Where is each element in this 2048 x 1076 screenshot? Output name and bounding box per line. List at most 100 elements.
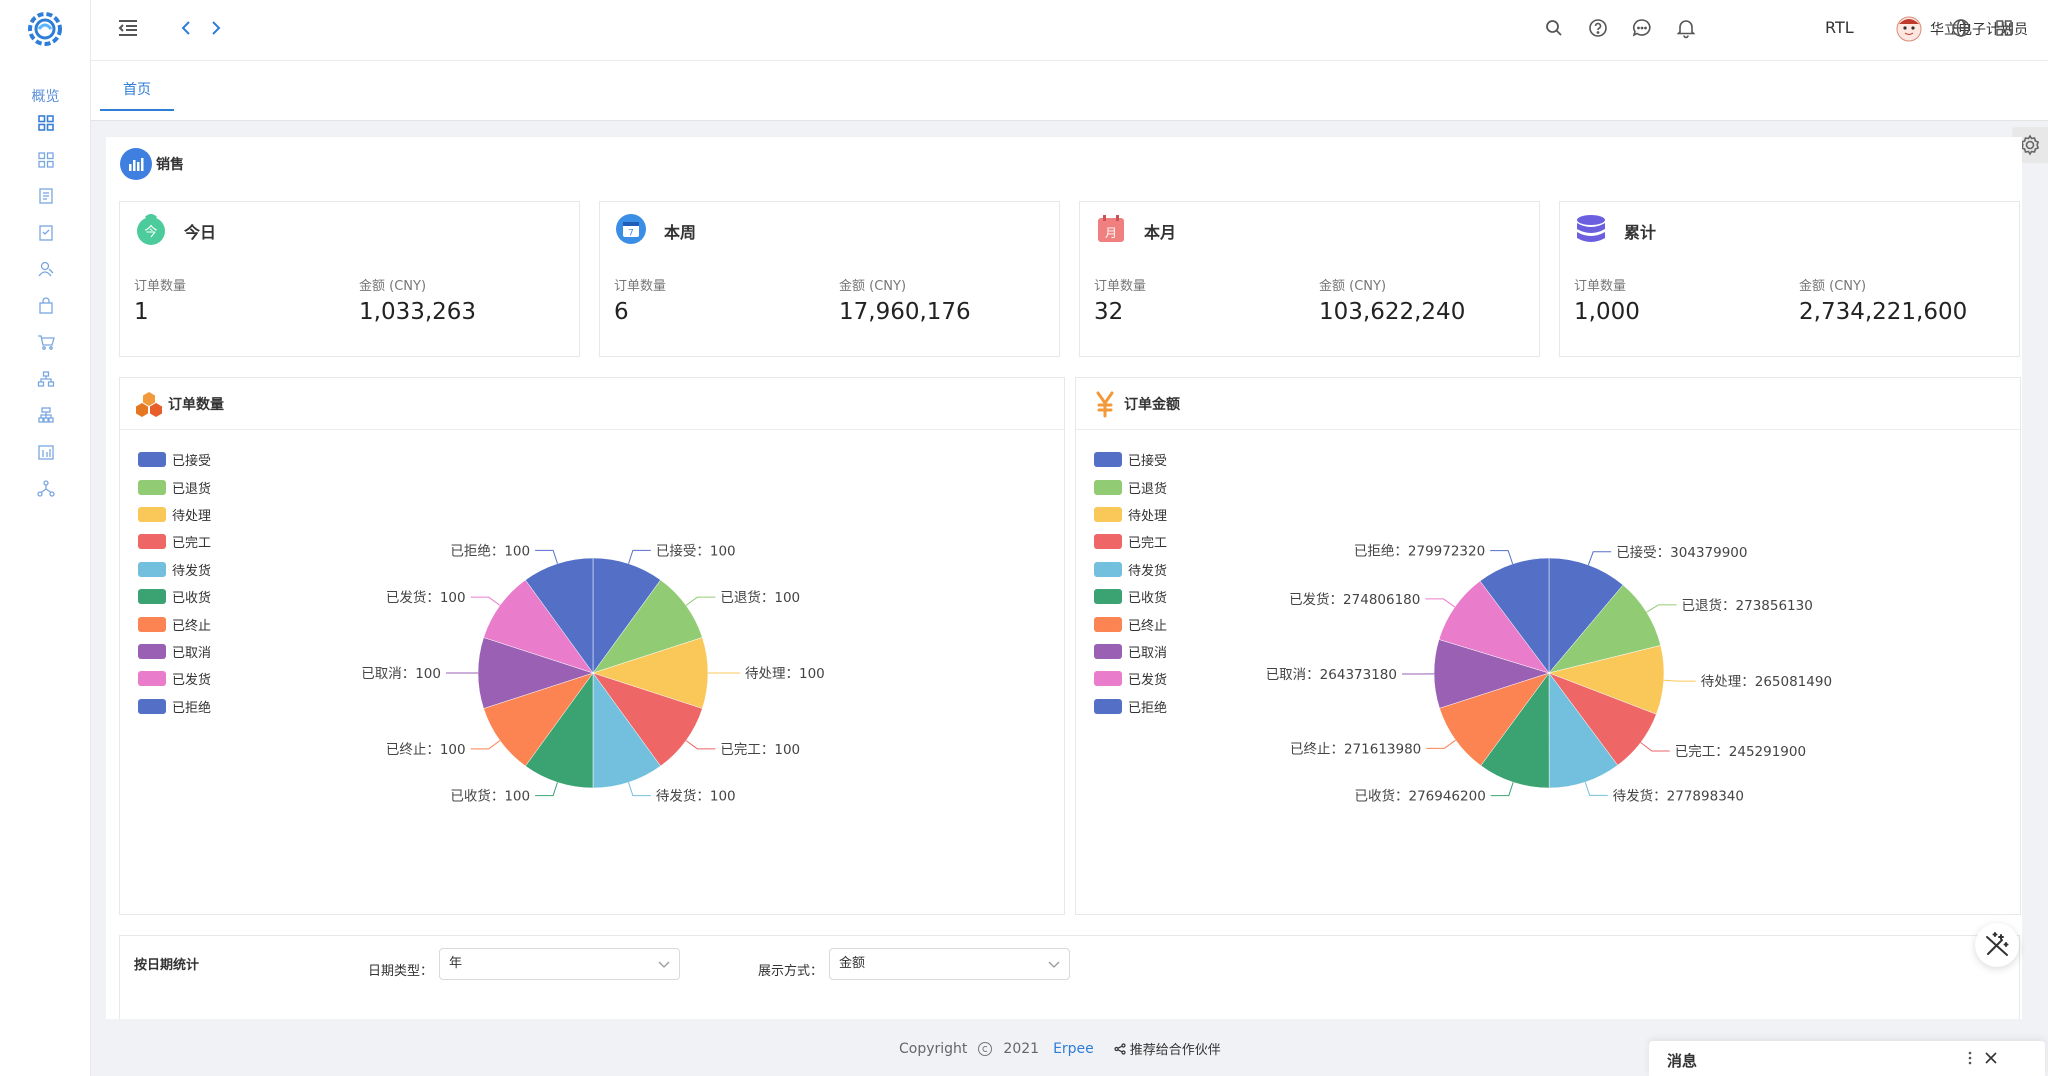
- forward-arrow-icon[interactable]: [204, 16, 228, 40]
- share-icon: [1114, 1042, 1126, 1055]
- pie-slice[interactable]: [1438, 580, 1550, 674]
- message-panel[interactable]: 消息: [1649, 1041, 2045, 1076]
- calendar-icon[interactable]: [37, 443, 55, 461]
- legend-item[interactable]: 待处理: [1094, 501, 1167, 528]
- notification-bell-icon[interactable]: [1674, 16, 1698, 40]
- section-title-text: 销售: [156, 157, 184, 173]
- network-icon[interactable]: [36, 479, 55, 497]
- legend-swatch: [1094, 671, 1122, 687]
- more-vertical-icon[interactable]: [1960, 1048, 1980, 1068]
- help-icon[interactable]: [1586, 16, 1610, 40]
- label-line: [470, 740, 501, 750]
- legend-item[interactable]: 已拒绝: [1094, 693, 1167, 720]
- recommend-partner-link[interactable]: 推荐给合作伙伴: [1114, 1039, 1221, 1058]
- legend-item[interactable]: 已取消: [1094, 638, 1167, 665]
- legend-item[interactable]: 已完工: [1094, 528, 1167, 555]
- date-type-select[interactable]: 年: [439, 948, 680, 980]
- hierarchy-icon[interactable]: [37, 406, 55, 424]
- avatar[interactable]: [1896, 16, 1922, 42]
- legend-item[interactable]: 待处理: [138, 501, 211, 528]
- stat-title: 今日: [184, 223, 217, 242]
- dashboard-icon[interactable]: [37, 114, 55, 132]
- sidebar-group-overview[interactable]: 概览: [31, 89, 60, 105]
- legend-item[interactable]: 已完工: [138, 528, 211, 555]
- pie-slice[interactable]: [592, 637, 709, 709]
- menu-fold-icon[interactable]: [116, 16, 140, 40]
- legend-item[interactable]: 已收货: [1094, 583, 1167, 610]
- label-line: [470, 596, 501, 606]
- legend-item[interactable]: 已终止: [1094, 610, 1167, 637]
- legend-item[interactable]: 已接受: [1094, 446, 1167, 473]
- pie-slice[interactable]: [592, 672, 661, 789]
- legend-swatch: [1094, 452, 1122, 468]
- data-label: 待处理：265081490: [1701, 674, 1832, 690]
- label-line: [1584, 781, 1608, 796]
- language-globe-icon[interactable]: [1949, 16, 1973, 40]
- app-logo-icon[interactable]: [24, 6, 66, 52]
- bag-icon[interactable]: [37, 296, 55, 315]
- amount-value: 2,734,221,600: [1799, 299, 1968, 325]
- legend-item[interactable]: 已拒绝: [138, 693, 211, 720]
- pie-slice[interactable]: [1439, 672, 1550, 766]
- legend-item[interactable]: 已终止: [138, 610, 211, 637]
- legend-label: 已收货: [1128, 591, 1168, 607]
- label-line: [1490, 782, 1514, 797]
- back-arrow-icon[interactable]: [174, 16, 198, 40]
- search-icon[interactable]: [1542, 16, 1566, 40]
- chat-icon[interactable]: [1630, 16, 1654, 40]
- label-line: [1640, 742, 1670, 752]
- user-name[interactable]: 华立电子计划员: [1930, 22, 2028, 38]
- order-amount-panel: 订单金额 已接受 已退货 待处理 已完工 待发货 已收货 已终止 已取消 已发货 已拒绝 已接受：…: [1075, 377, 2021, 915]
- brand-link[interactable]: Erpee: [1053, 1040, 1094, 1057]
- legend-swatch: [138, 589, 166, 605]
- pie-slice[interactable]: [525, 557, 594, 674]
- chevron-down-icon: [658, 961, 670, 968]
- copyright: Copyright 2021 Erpee 推荐给合作伙伴: [899, 1039, 1221, 1059]
- legend-label: 已发货: [1128, 673, 1168, 689]
- close-icon[interactable]: [1982, 1049, 2000, 1067]
- tab-home[interactable]: 首页: [100, 61, 174, 111]
- legend-label: 已接受: [1128, 454, 1168, 470]
- message-panel-title: 消息: [1667, 1052, 1698, 1070]
- pie-slice[interactable]: [1548, 584, 1661, 674]
- rtl-toggle[interactable]: RTL: [1825, 18, 1854, 37]
- apps-grid-icon[interactable]: [1992, 16, 2016, 40]
- pie-slice[interactable]: [592, 557, 661, 674]
- stat-card-month: 月 本月 订单数量 金额 (CNY) 32 103,622,240: [1079, 201, 1540, 357]
- legend-item[interactable]: 已发货: [138, 665, 211, 692]
- legend-item[interactable]: 已接受: [138, 446, 211, 473]
- legend-item[interactable]: 已发货: [1094, 665, 1167, 692]
- users-icon[interactable]: [37, 260, 55, 278]
- pie-slice[interactable]: [1548, 672, 1619, 789]
- orders-value: 1: [134, 299, 149, 325]
- month-calendar-icon: 月: [1098, 215, 1124, 242]
- magic-wand-icon[interactable]: [1975, 923, 2019, 967]
- legend-item[interactable]: 待发货: [1094, 556, 1167, 583]
- display-mode-select[interactable]: 金额: [829, 948, 1070, 980]
- pie-slice[interactable]: [592, 672, 703, 767]
- grid-icon[interactable]: [37, 151, 55, 169]
- pie-slice[interactable]: [1479, 557, 1550, 674]
- data-label: 已完工：100: [720, 742, 800, 758]
- legend-item[interactable]: 已取消: [138, 638, 211, 665]
- pie-slice[interactable]: [477, 637, 594, 709]
- legend-item[interactable]: 已退货: [138, 473, 211, 500]
- report-icon[interactable]: [37, 224, 55, 242]
- legend-label: 待处理: [1128, 508, 1168, 524]
- cart-icon[interactable]: [37, 333, 55, 351]
- pie-slice[interactable]: [483, 672, 594, 767]
- pie-slice[interactable]: [1480, 672, 1550, 789]
- org-chart-icon[interactable]: [37, 370, 55, 388]
- pie-slice[interactable]: [1548, 557, 1624, 674]
- legend-item[interactable]: 已收货: [138, 583, 211, 610]
- legend-swatch: [1094, 506, 1122, 522]
- legend-item[interactable]: 已退货: [1094, 473, 1167, 500]
- pie-slice[interactable]: [483, 579, 594, 674]
- pie-slice[interactable]: [525, 672, 594, 789]
- label-line: [1646, 604, 1677, 613]
- legend-item[interactable]: 待发货: [138, 556, 211, 583]
- pie-slice[interactable]: [592, 579, 703, 674]
- document-icon[interactable]: [37, 187, 55, 205]
- amount-label: 金额 (CNY): [1319, 279, 1387, 294]
- copyright-year: 2021: [1003, 1040, 1040, 1057]
